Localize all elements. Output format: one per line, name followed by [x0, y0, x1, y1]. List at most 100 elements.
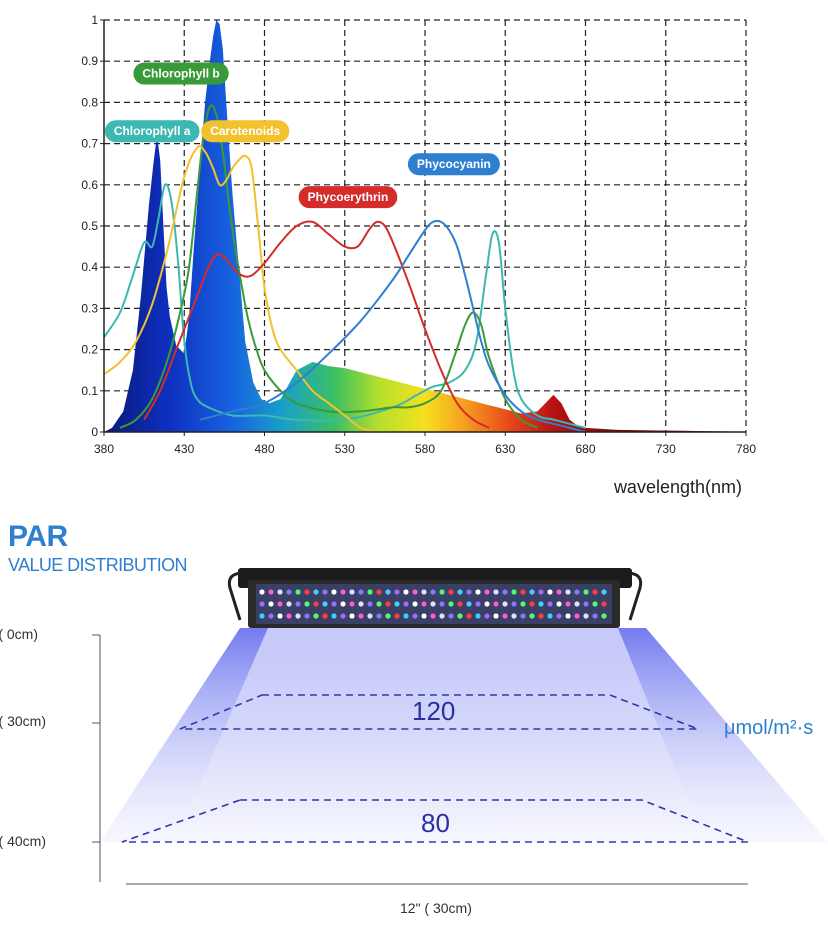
svg-text:Phycocyanin: Phycocyanin [417, 157, 491, 171]
led-chip [547, 601, 553, 607]
x-tick-label: 580 [415, 442, 435, 456]
led-chip [331, 613, 337, 619]
x-tick-label: 730 [656, 442, 676, 456]
led-chip [475, 589, 481, 595]
series-line-phycocyanin [200, 219, 586, 433]
led-chip [484, 601, 490, 607]
led-chip [367, 589, 373, 595]
led-chip [412, 601, 418, 607]
led-chip [448, 613, 454, 619]
led-chip [475, 601, 481, 607]
led-chip [313, 613, 319, 619]
led-chip [385, 589, 391, 595]
led-chip [457, 589, 463, 595]
led-chip [295, 589, 301, 595]
led-chip [592, 589, 598, 595]
y-tick-label: 0.3 [81, 301, 98, 315]
led-chip [286, 601, 292, 607]
led-chip [259, 613, 265, 619]
led-chip [349, 613, 355, 619]
led-chip [376, 589, 382, 595]
led-chip [448, 601, 454, 607]
led-chip [502, 613, 508, 619]
spectrum-chart: 0 0.1 0.2 0.3 0.4 0.5 0.6 0.7 0.8 0.9 1 380 430 480 53… [81, 13, 756, 497]
led-chip [439, 589, 445, 595]
led-chip [340, 589, 346, 595]
led-chip [304, 601, 310, 607]
depth-label-0: 0" ( 0cm) [0, 626, 38, 642]
led-chip [556, 589, 562, 595]
led-chip [574, 613, 580, 619]
svg-text:Chlorophyll a: Chlorophyll a [114, 124, 191, 138]
led-chip [430, 613, 436, 619]
led-chip [394, 601, 400, 607]
led-chip [403, 613, 409, 619]
y-tick-label: 0.9 [81, 54, 98, 68]
led-chip [412, 589, 418, 595]
led-chip [313, 589, 319, 595]
led-chip [466, 601, 472, 607]
led-chip [529, 613, 535, 619]
led-chip [259, 589, 265, 595]
led-chip [565, 613, 571, 619]
led-chip [556, 613, 562, 619]
led-chip [349, 589, 355, 595]
led-chip [367, 613, 373, 619]
x-tick-label: 780 [736, 442, 756, 456]
depth-label-40: 16" ( 40cm) [0, 833, 46, 849]
led-chip [394, 589, 400, 595]
svg-text:Phycoerythrin: Phycoerythrin [308, 190, 389, 204]
led-chip [286, 613, 292, 619]
led-chip [340, 613, 346, 619]
x-tick-label: 380 [94, 442, 114, 456]
label-phycoerythrin: Phycoerythrin [298, 186, 398, 209]
led-chip [331, 601, 337, 607]
led-chip [457, 613, 463, 619]
par-light-diagram [92, 568, 828, 885]
led-chip [421, 601, 427, 607]
y-tick-label: 0.8 [81, 95, 98, 109]
label-phycocyanin: Phycocyanin [407, 153, 500, 176]
series-line-phycoerythrin [143, 220, 490, 429]
y-tick-label: 1 [91, 13, 98, 27]
led-chip [574, 589, 580, 595]
led-chip [592, 613, 598, 619]
led-chip [322, 613, 328, 619]
led-chip [493, 589, 499, 595]
y-tick-label: 0.6 [81, 178, 98, 192]
x-tick-label: 430 [174, 442, 194, 456]
led-chip [475, 613, 481, 619]
led-chip [439, 601, 445, 607]
series-line-chlorophyll-a [103, 183, 586, 429]
led-chip [268, 613, 274, 619]
led-chip [502, 589, 508, 595]
led-chip [421, 589, 427, 595]
led-chip [349, 601, 355, 607]
led-chip [304, 613, 310, 619]
led-chip [583, 613, 589, 619]
led-chip [493, 613, 499, 619]
led-chip [484, 613, 490, 619]
led-chip [601, 601, 607, 607]
y-tick-label: 0.1 [81, 384, 98, 398]
led-chip [358, 613, 364, 619]
led-chip [457, 601, 463, 607]
led-chip [385, 613, 391, 619]
led-chip [529, 589, 535, 595]
led-chip [277, 589, 283, 595]
led-chip [295, 613, 301, 619]
led-chip [322, 589, 328, 595]
par-value-80: 80 [421, 808, 450, 838]
led-chip [601, 613, 607, 619]
led-chip [547, 613, 553, 619]
led-chip [331, 589, 337, 595]
y-tick-label: 0.2 [81, 343, 98, 357]
led-chip [574, 601, 580, 607]
y-tick-label: 0.5 [81, 219, 98, 233]
led-chip [403, 589, 409, 595]
x-tick-label: 680 [575, 442, 595, 456]
led-chip [313, 601, 319, 607]
par-unit-label: μmol/m²·s [724, 717, 814, 739]
par-value-120: 120 [412, 696, 456, 726]
x-tick-label: 480 [254, 442, 274, 456]
